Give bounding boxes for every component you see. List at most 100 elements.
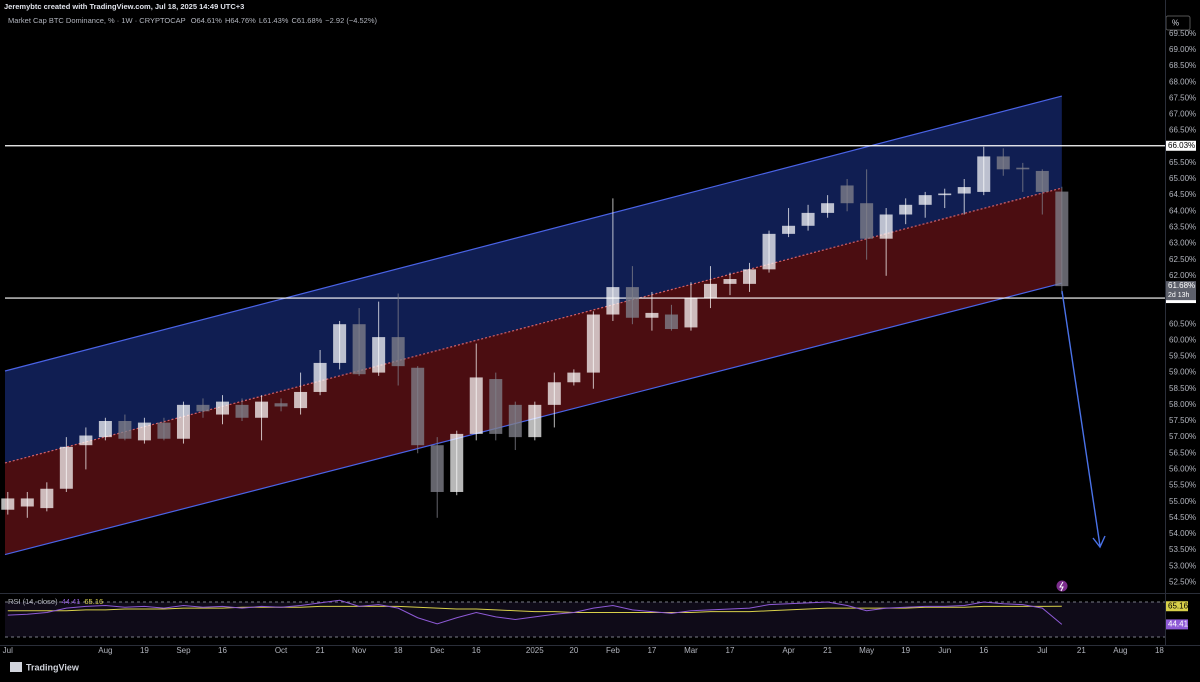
caption: Jeremybtc created with TradingView.com, … <box>4 2 244 11</box>
candle-body <box>216 401 229 415</box>
candle-body <box>274 403 288 407</box>
candle-body <box>918 195 932 205</box>
y-tick-label: 53.50% <box>1169 545 1196 554</box>
x-tick-label: 17 <box>647 646 656 655</box>
y-tick-label: 60.50% <box>1169 319 1196 328</box>
y-tick-label: 59.50% <box>1169 352 1196 361</box>
x-tick-label: 16 <box>218 646 227 655</box>
x-tick-label: Mar <box>684 646 698 655</box>
countdown: 2d 13h <box>1168 292 1190 299</box>
channel-upper <box>4 95 1062 372</box>
rsi-title: RSI (14, close) <box>8 597 58 606</box>
candle-body <box>372 337 386 373</box>
candle-body <box>333 324 347 363</box>
candle-body <box>957 187 971 194</box>
y-tick-label: 55.00% <box>1169 497 1196 506</box>
candle-body <box>547 382 561 405</box>
price-label: 66.03% <box>1168 141 1195 150</box>
scale-button-label[interactable]: % <box>1172 19 1179 28</box>
x-tick-label: Sep <box>176 646 191 655</box>
y-tick-label: 57.50% <box>1169 416 1196 425</box>
y-tick-label: 60.00% <box>1169 335 1196 344</box>
candle-body <box>977 156 991 192</box>
x-tick-label: Oct <box>275 646 288 655</box>
x-tick-label: 20 <box>569 646 578 655</box>
candle-body <box>196 404 210 412</box>
ohlc: H64.76% <box>225 16 256 25</box>
chart-title: Market Cap BTC Dominance, % · 1W · CRYPT… <box>8 16 186 25</box>
alert-icon[interactable] <box>1056 580 1068 592</box>
candle-body <box>59 446 73 489</box>
candle-body <box>782 225 796 234</box>
candle-body <box>391 337 405 367</box>
channel-upper-fill <box>5 96 1062 463</box>
x-tick-label: Jun <box>938 646 951 655</box>
y-tick-label: 65.50% <box>1169 158 1196 167</box>
candle-body <box>801 212 815 226</box>
ohlc: O64.61% <box>191 16 223 25</box>
candle-body <box>430 445 444 492</box>
price-label-box <box>1166 140 1196 151</box>
channel-lower-fill <box>5 188 1062 555</box>
last-price-box <box>1166 281 1196 301</box>
x-tick-label: 21 <box>1077 646 1086 655</box>
x-tick-label: 16 <box>979 646 988 655</box>
candle-body <box>743 269 757 284</box>
x-tick-label: May <box>859 646 874 655</box>
candle-body <box>606 287 620 315</box>
ohlc: C61.68% <box>291 16 322 25</box>
y-tick-label: 64.00% <box>1169 206 1196 215</box>
y-tick-label: 56.50% <box>1169 448 1196 457</box>
x-tick-label: Dec <box>430 646 444 655</box>
candle-body <box>352 324 366 375</box>
x-tick-label: 2025 <box>526 646 544 655</box>
candle-body <box>450 433 464 492</box>
rsi-label: 65.16 <box>1168 601 1189 610</box>
plot: 69.50% 69.00% 68.50% 68.00% 67.50% 67.00% 66.5… <box>1 29 1196 655</box>
candle-body <box>684 298 698 328</box>
candle-body <box>528 404 542 438</box>
legend: Market Cap BTC Dominance, % · 1W · CRYPT… <box>8 16 378 25</box>
y-tick-label: 68.00% <box>1169 77 1196 86</box>
y-tick-label: 54.50% <box>1169 513 1196 522</box>
candle-body <box>508 404 522 438</box>
y-tick-label: 62.50% <box>1169 255 1196 264</box>
x-tick-label: 21 <box>823 646 832 655</box>
y-tick-label: 54.00% <box>1169 529 1196 538</box>
y-tick-label: 55.50% <box>1169 481 1196 490</box>
x-tick-label: 21 <box>316 646 325 655</box>
candle-body <box>294 391 308 409</box>
x-tick-label: 18 <box>394 646 403 655</box>
x-tick-label: 16 <box>472 646 481 655</box>
y-tick-label: 67.50% <box>1169 93 1196 102</box>
candle-body <box>625 287 639 318</box>
y-tick-label: 68.50% <box>1169 61 1196 70</box>
last-price-label: 61.68% <box>1168 281 1195 290</box>
x-tick-label: Aug <box>1113 646 1127 655</box>
x-tick-label: Feb <box>606 646 620 655</box>
rsi-band-fill <box>5 602 1165 637</box>
candle-body <box>137 422 151 441</box>
candle-body <box>235 404 249 418</box>
candle-body <box>1 498 15 510</box>
alert-icon-bolt <box>1059 581 1064 592</box>
y-tick-label: 69.50% <box>1169 29 1196 38</box>
x-tick-label: 19 <box>901 646 910 655</box>
x-tick-label: Jul <box>3 646 13 655</box>
candle-body <box>703 283 717 299</box>
rsi-label: 44.41 <box>1168 620 1189 629</box>
logo: TradingView <box>26 662 80 672</box>
candle-body <box>411 367 425 446</box>
candle-body <box>938 193 952 196</box>
x-tick-label: 18 <box>1155 646 1164 655</box>
y-tick-label: 63.50% <box>1169 223 1196 232</box>
logo-icon <box>10 662 22 672</box>
candle-body <box>996 156 1010 170</box>
candle-body <box>1055 191 1069 287</box>
y-tick-label: 53.00% <box>1169 561 1196 570</box>
y-tick-label: 69.00% <box>1169 45 1196 54</box>
candle-body <box>118 420 132 439</box>
candle-body <box>176 404 190 439</box>
